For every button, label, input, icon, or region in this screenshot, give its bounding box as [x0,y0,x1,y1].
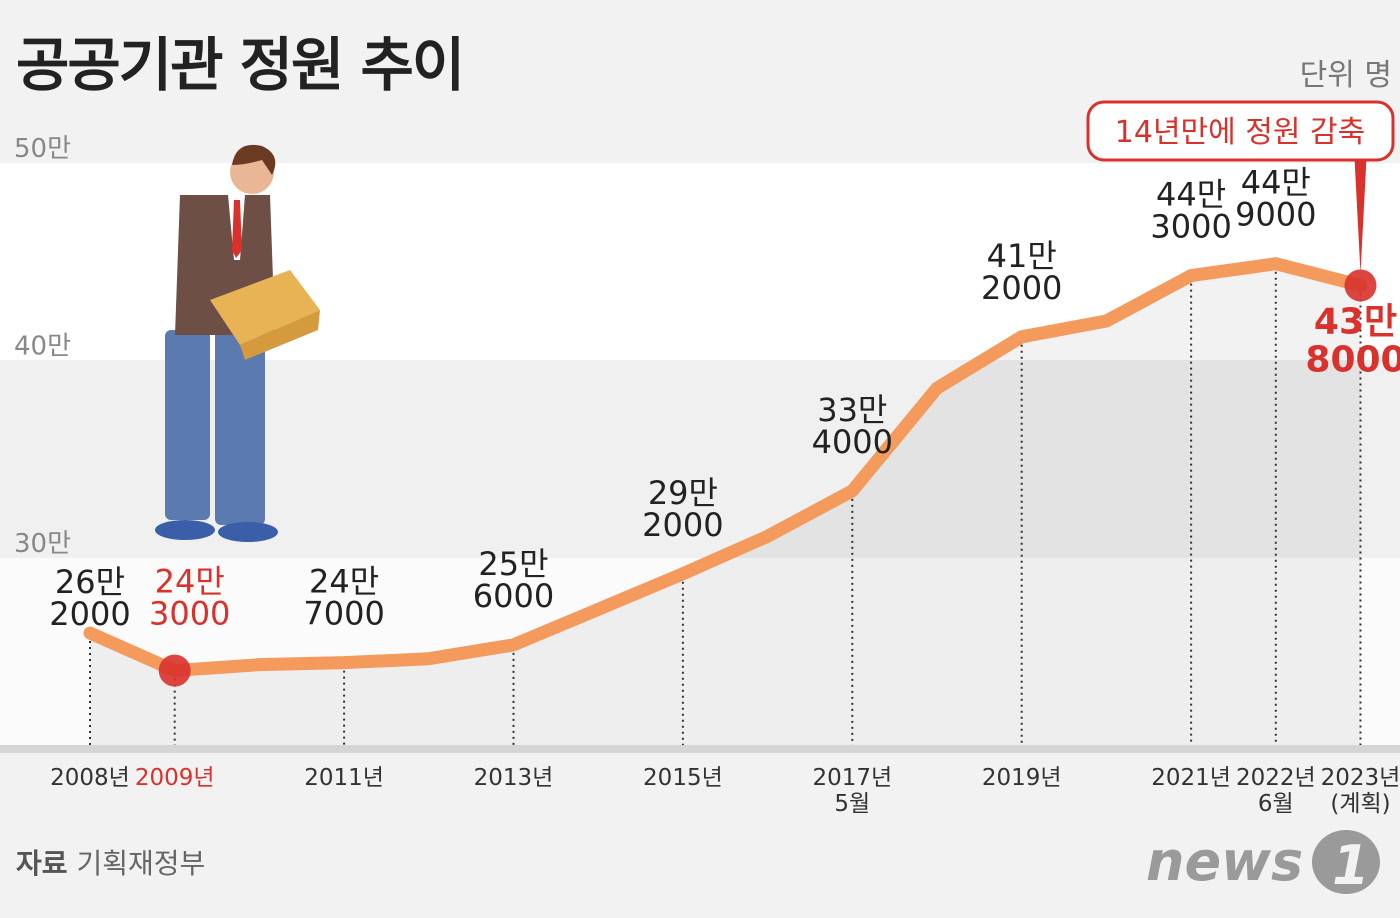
data-label: 7000 [303,595,384,633]
y-tick-label: 50만 [14,134,71,164]
data-label: 24만 [309,563,379,601]
x-tick-label: 2019년 [982,765,1062,791]
data-label: 8000 [1305,339,1400,380]
callout-text: 14년만에 정원 감축 [1115,115,1365,150]
shoe [155,520,215,540]
data-label: 6000 [473,577,554,615]
data-label: 4000 [812,423,893,461]
x-tick-label: 2013년 [474,765,554,791]
chart-title: 공공기관 정원 추이 [16,31,465,99]
x-axis-baseline [0,745,1400,753]
data-label: 43만 [1314,301,1397,342]
data-label: 33만 [817,391,887,429]
source: 자료 기획재정부 [16,842,205,882]
data-label: 9000 [1235,196,1316,234]
source-name: 기획재정부 [76,847,206,880]
x-tick-label: 2017년 [812,765,892,791]
highlight-point [1344,269,1377,302]
leg [165,330,210,520]
callout-box [1086,100,1395,162]
hair [232,144,276,175]
illustration-man-with-box [155,144,320,542]
x-tick-label: 2015년 [643,765,723,791]
band [0,558,1400,745]
data-label: 24만 [155,563,225,601]
data-label: 29만 [648,474,718,512]
data-label: 2000 [642,506,723,544]
svg-text:news: news [1146,830,1303,893]
data-label: 41만 [987,237,1057,275]
x-tick-label-2: 6월 [1258,791,1294,817]
x-tick-label: 2008년 [50,765,130,791]
x-tick-label: 2021년 [1151,765,1231,791]
news1-logo: news 1 [1146,826,1386,900]
source-label: 자료 [16,847,68,880]
unit-label: 단위 명 [1299,58,1392,93]
data-label: 3000 [149,595,230,633]
box-side [240,310,320,360]
data-label: 44만 [1241,164,1311,202]
x-tick-label-2: 5월 [834,791,870,817]
tie [232,200,242,258]
data-label: 25만 [478,545,548,583]
shoe [218,522,278,542]
x-tick-label: 2011년 [304,765,384,791]
x-tick-label: 2022년 [1236,765,1316,791]
box [210,270,320,345]
series-line [83,257,1367,678]
x-tick-label: 2023년 [1321,765,1400,791]
y-tick-label: 40만 [14,332,71,362]
highlight-point [158,654,191,687]
data-label: 26만 [55,563,125,601]
x-tick-label: 2009년 [135,765,215,791]
y-tick-label: 30만 [14,529,71,559]
callout-pointer [1354,158,1367,274]
area-fill [90,263,1361,745]
leg [215,330,265,525]
data-label: 44만 [1156,176,1226,214]
x-tick-label-2: (계획) [1330,791,1390,817]
data-label: 2000 [981,269,1062,307]
svg-text:1: 1 [1332,834,1370,896]
data-label: 2000 [49,595,130,633]
data-label: 3000 [1150,208,1231,246]
